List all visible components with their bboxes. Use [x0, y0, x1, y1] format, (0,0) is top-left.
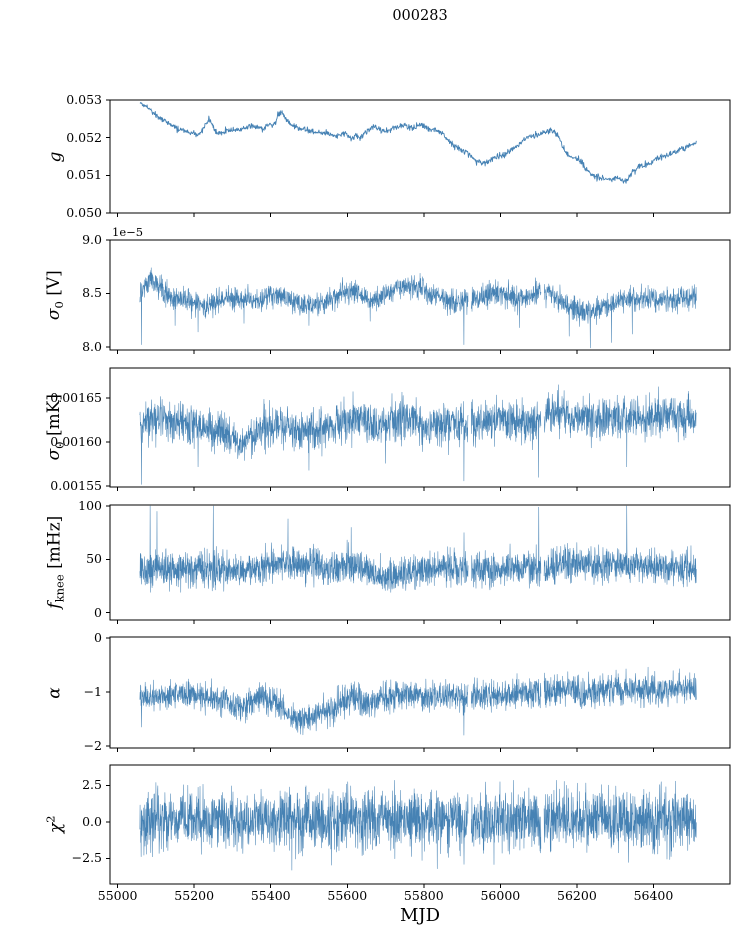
y-axis-title-text: fknee [mHz]	[43, 516, 67, 609]
y-axis-title-fknee: fknee [mHz]	[40, 505, 70, 620]
y-axis-title-text: χ2	[43, 815, 67, 834]
y-axis-title-sigma0-mK: σ0 [mK]	[40, 368, 70, 487]
axes-spine	[109, 239, 731, 351]
y-tick-label: 0	[94, 630, 102, 646]
y-tick-label: 0.00155	[50, 478, 102, 494]
series-chi2	[139, 780, 697, 871]
y-axis-title-g: g	[40, 100, 70, 213]
y-axis-title-alpha: α	[40, 637, 70, 748]
y-tick-label: 0.053	[66, 92, 102, 107]
y-tick-label: 0.0	[82, 813, 102, 829]
panel-g	[106, 99, 731, 217]
y-tick-label: 0.050	[66, 205, 102, 220]
y-axis-title-text: σ0 [mK]	[43, 394, 67, 461]
y-tick-label: −2.5	[71, 850, 102, 866]
axes-spine	[109, 764, 731, 885]
panel-sigma0-V	[106, 239, 731, 354]
y-tick-label: 100	[78, 498, 102, 514]
y-tick-label: −1	[83, 683, 102, 699]
x-tick-label: 56000	[480, 888, 521, 903]
y-axis-title-sigma0-V: σ0 [V]	[40, 240, 70, 350]
y-tick-label: 0.052	[66, 129, 102, 145]
y-tick-label: 50	[86, 551, 102, 567]
x-tick-label: 55200	[174, 888, 215, 903]
y-axis-title-text: α	[44, 686, 65, 699]
panel-chi2	[106, 764, 731, 888]
y-axis-title-chi2: χ2	[40, 765, 70, 884]
y-tick-label: 9.0	[82, 232, 102, 247]
x-tick-label: 55600	[327, 888, 368, 903]
y-tick-label: 2.5	[82, 777, 102, 793]
x-axis-label: MJD	[399, 905, 441, 926]
panel-alpha	[106, 636, 731, 752]
y-axis-title-text: g	[44, 151, 65, 162]
y-tick-label: −2	[83, 737, 102, 753]
y-tick-label: 0	[94, 604, 102, 620]
series-sigma0-mK	[139, 384, 697, 485]
panel-fknee	[106, 504, 731, 624]
panel-sigma0-mK	[106, 367, 731, 491]
x-tick-label: 56400	[633, 888, 674, 903]
x-tick-label: 56200	[557, 888, 597, 903]
x-tick-label: 55000	[97, 888, 138, 903]
x-tick-label: 55800	[403, 888, 444, 903]
series-g	[139, 102, 697, 184]
axes-spine	[109, 504, 731, 621]
y-tick-label: 8.5	[82, 285, 102, 301]
y-tick-label: 8.0	[82, 338, 102, 354]
series-fknee	[139, 505, 697, 593]
y-tick-label: 0.051	[66, 167, 102, 183]
series-sigma0-V	[139, 267, 697, 349]
y-tick-label: 0.00160	[50, 434, 102, 450]
axes-spine	[109, 636, 731, 749]
x-tick-label: 55400	[250, 888, 291, 903]
y-tick-label: 0.00165	[50, 389, 102, 405]
figure-title: 000283	[392, 8, 448, 24]
axis-offset-label: 1e−5	[112, 225, 144, 239]
series-alpha	[139, 666, 697, 736]
y-axis-title-text: σ0 [V]	[43, 270, 67, 320]
axes-spine	[109, 99, 731, 214]
axes-spine	[109, 367, 731, 488]
